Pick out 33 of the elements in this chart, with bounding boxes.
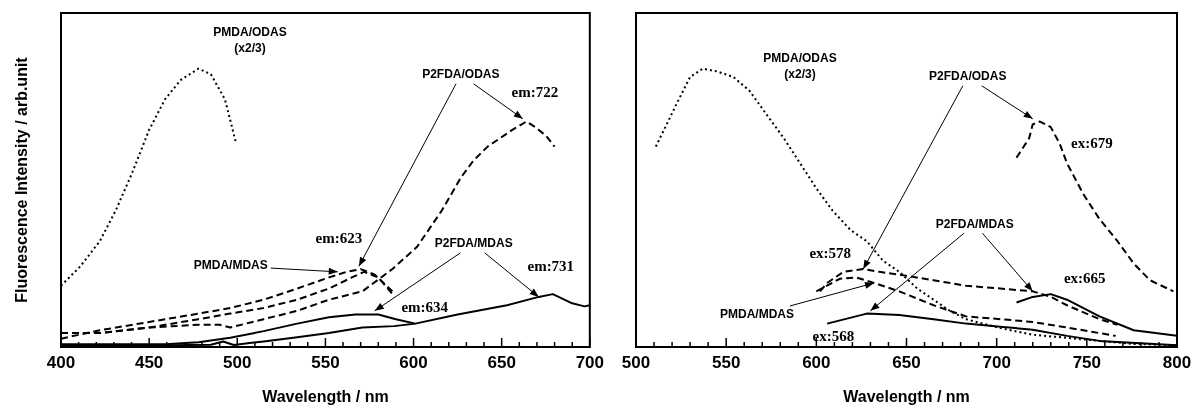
annotation: em:722 (511, 83, 559, 100)
x-tick-label: 700 (575, 352, 605, 372)
annotation: P2FDA/MDAS (935, 216, 1014, 231)
x-axis-title: Wavelength / nm (262, 387, 389, 405)
x-tick-label: 500 (621, 352, 651, 372)
x-tick-label: 550 (311, 352, 340, 372)
x-tick-label: 500 (223, 352, 252, 372)
annotation: PMDA/MDAS (720, 307, 795, 322)
annotation: ex:679 (1071, 135, 1113, 152)
x-tick-label: 750 (1072, 352, 1102, 372)
x-tick-label: 600 (802, 352, 831, 372)
annotation: ex:665 (1063, 269, 1106, 286)
x-tick-label: 600 (399, 352, 428, 372)
annotation: ex:578 (809, 244, 852, 261)
annotation: P2FDA/MDAS (434, 236, 513, 251)
x-tick-label: 550 (711, 352, 741, 372)
annotation: PMDA/ODAS (x2/3) (763, 51, 837, 82)
x-tick-label: 650 (487, 352, 516, 372)
annotation: P2FDA/ODAS (929, 69, 1007, 84)
annotation: PMDA/MDAS (193, 258, 268, 273)
annotation: em:634 (401, 298, 449, 315)
annotation: ex:568 (812, 327, 855, 344)
x-tick-label: 800 (1162, 352, 1192, 372)
x-tick-label: 650 (892, 352, 921, 372)
annotation: P2FDA/ODAS (422, 67, 500, 82)
annotation: em:623 (315, 230, 363, 247)
x-axis-title: Wavelength / nm (843, 387, 970, 405)
annotation: em:731 (527, 257, 575, 274)
x-tick-label: 400 (46, 352, 76, 372)
y-axis-title: Fluorescence Intensity / arb.unit (13, 57, 31, 303)
x-tick-label: 700 (982, 352, 1011, 372)
text: PMDA/ODAS (x2/3) (213, 25, 287, 56)
x-tick-label: 450 (134, 352, 164, 372)
